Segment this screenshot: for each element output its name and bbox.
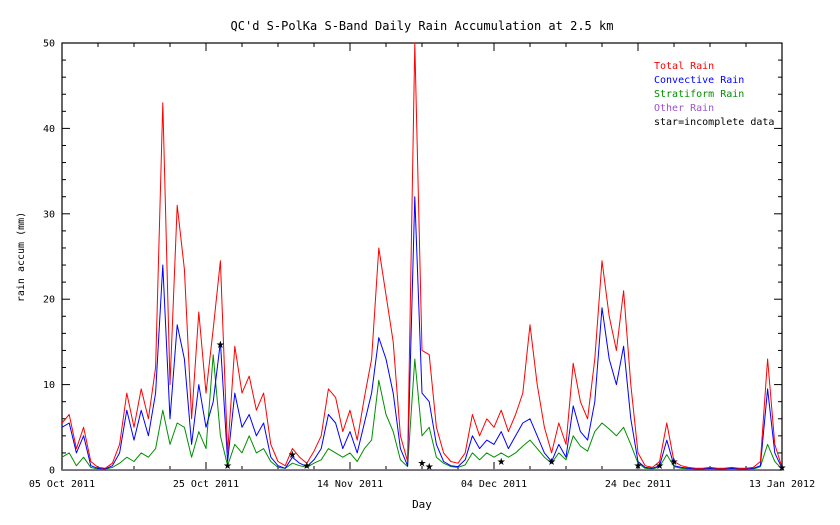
legend-item: Total Rain (654, 61, 715, 72)
x-axis-label: Day (412, 498, 432, 511)
y-tick-label: 10 (43, 380, 55, 391)
y-axis-label: rain accum (mm) (16, 211, 27, 303)
legend-item: Other Rain (654, 103, 715, 114)
y-tick-label: 50 (43, 39, 55, 50)
incomplete-data-star-icon: ★ (288, 450, 297, 461)
x-tick-label: 25 Oct 2011 (173, 479, 239, 490)
incomplete-data-star-icon: ★ (302, 461, 311, 472)
legend-item: star=incomplete data (654, 117, 775, 128)
legend-item: Convective Rain (654, 75, 745, 86)
y-tick-label: 20 (43, 295, 55, 306)
x-tick-label: 05 Oct 2011 (29, 479, 95, 490)
incomplete-data-star-icon: ★ (216, 340, 225, 351)
chart-title: QC'd S-PolKa S-Band Daily Rain Accumulat… (230, 19, 614, 33)
incomplete-data-star-icon: ★ (634, 461, 643, 472)
x-tick-label: 13 Jan 2012 (749, 479, 815, 490)
incomplete-data-star-icon: ★ (497, 457, 506, 468)
incomplete-data-star-icon: ★ (655, 461, 664, 472)
convective-rain-line (61, 196, 783, 470)
incomplete-data-star-icon: ★ (418, 459, 427, 470)
incomplete-data-star-icon: ★ (425, 462, 434, 473)
stratiform-rain-line (61, 354, 783, 470)
x-tick-label: 14 Nov 2011 (317, 479, 383, 490)
incomplete-data-star-icon: ★ (778, 463, 787, 474)
y-tick-label: 0 (49, 466, 55, 477)
incomplete-data-star-icon: ★ (670, 457, 679, 468)
incomplete-data-star-icon: ★ (223, 461, 232, 472)
incomplete-data-star-icon: ★ (547, 457, 556, 468)
x-tick-label: 04 Dec 2011 (461, 479, 527, 490)
x-tick-label: 24 Dec 2011 (605, 479, 671, 490)
chart-legend: Total Rain Convective Rain Stratiform Rain… (654, 60, 774, 130)
legend-item: Stratiform Rain (654, 89, 745, 100)
y-tick-label: 40 (43, 124, 55, 135)
total-rain-line (61, 42, 783, 469)
y-tick-label: 30 (43, 209, 55, 220)
